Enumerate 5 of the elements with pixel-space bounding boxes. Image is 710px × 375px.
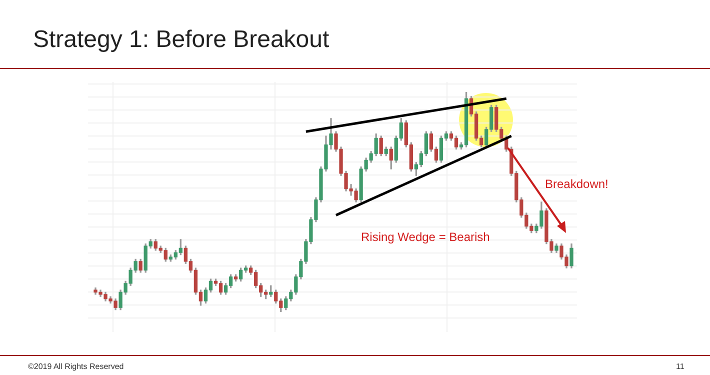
annotation: Rising Wedge = Bearish bbox=[361, 230, 490, 244]
chart-title: Strategy 1: Before Breakout bbox=[33, 26, 330, 54]
text: 11 bbox=[676, 362, 684, 371]
annotation: Breakdown! bbox=[545, 177, 608, 191]
text: ©2019 All Rights Reserved bbox=[28, 362, 124, 371]
